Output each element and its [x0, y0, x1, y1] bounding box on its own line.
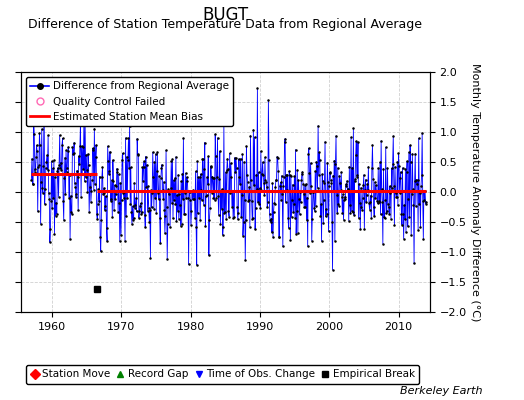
Text: Difference of Station Temperature Data from Regional Average: Difference of Station Temperature Data f… [28, 18, 422, 31]
Text: Berkeley Earth: Berkeley Earth [400, 386, 482, 396]
Y-axis label: Monthly Temperature Anomaly Difference (°C): Monthly Temperature Anomaly Difference (… [471, 63, 481, 321]
Text: BUGT: BUGT [202, 6, 248, 24]
Legend: Station Move, Record Gap, Time of Obs. Change, Empirical Break: Station Move, Record Gap, Time of Obs. C… [26, 365, 419, 384]
